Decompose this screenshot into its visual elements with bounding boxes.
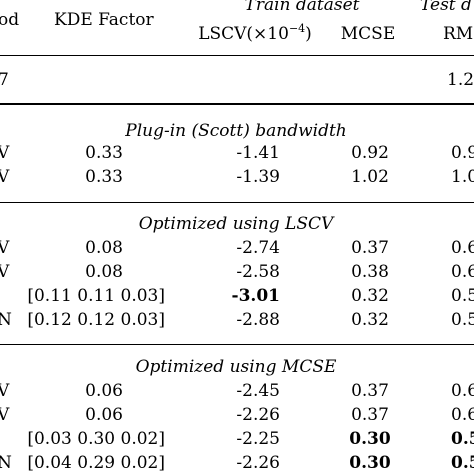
row-mcse: 0.37: [351, 381, 389, 401]
row-lscv: -2.88: [236, 310, 280, 330]
section-title: Optimized using MCSE: [135, 357, 337, 377]
header-mcse: MCSE: [340, 24, 396, 44]
row-method: V: [0, 238, 10, 258]
section-rule-2: [0, 202, 474, 203]
row-test: 0.9: [451, 143, 474, 163]
header-method: od: [0, 10, 20, 30]
section-title: Optimized using LSCV: [138, 214, 334, 234]
header-rule: [0, 55, 474, 56]
row-test: 0.5: [451, 310, 474, 330]
row-lscv: -2.26: [236, 405, 280, 425]
row-mcse: 0.92: [351, 143, 389, 163]
row-test: 0.6: [451, 405, 474, 425]
row-kde-factor: [0.04 0.29 0.02]: [27, 453, 165, 473]
row-mcse: 0.37: [351, 405, 389, 425]
row-kde-factor: 0.06: [85, 381, 123, 401]
row-method: N: [0, 310, 12, 330]
row-method: V: [0, 262, 10, 282]
row-lscv: -2.45: [236, 381, 280, 401]
row-kde-factor: 0.33: [85, 143, 123, 163]
section-rule-3: [0, 344, 474, 345]
header-test-rmse: RM: [443, 24, 474, 44]
row-test: 0.5: [451, 286, 474, 306]
row-lscv: -2.58: [236, 262, 280, 282]
row-kde-factor: [0.11 0.11 0.03]: [27, 286, 165, 306]
row-method: V: [0, 405, 10, 425]
row-method: V: [0, 167, 10, 187]
row-mcse: 0.38: [351, 262, 389, 282]
row-mcse: 1.02: [351, 167, 389, 187]
section-rule-1: [0, 103, 474, 105]
row-mcse: 0.37: [351, 238, 389, 258]
row-test: 0.6: [451, 238, 474, 258]
row-test: 0.5: [451, 453, 474, 473]
header-lscv: LSCV(×10−4): [198, 22, 312, 44]
row-lscv: -2.25: [236, 429, 280, 449]
row-kde-factor: 0.06: [85, 405, 123, 425]
row-lscv: -2.26: [236, 453, 280, 473]
baseline-test: 1.2: [447, 70, 474, 90]
header-kde-factor: KDE Factor: [54, 10, 154, 30]
row-method: N: [0, 453, 12, 473]
row-kde-factor: 0.33: [85, 167, 123, 187]
row-mcse: 0.32: [351, 286, 389, 306]
row-mcse: 0.30: [349, 453, 391, 473]
row-kde-factor: [0.12 0.12 0.03]: [27, 310, 165, 330]
row-lscv: -1.41: [236, 143, 280, 163]
row-method: V: [0, 381, 10, 401]
baseline-method: 7: [0, 70, 9, 90]
row-test: 1.0: [451, 167, 474, 187]
section-title: Plug-in (Scott) bandwidth: [125, 121, 347, 141]
row-kde-factor: 0.08: [85, 262, 123, 282]
row-mcse: 0.32: [351, 310, 389, 330]
row-lscv: -2.74: [236, 238, 280, 258]
row-method: V: [0, 143, 10, 163]
row-test: 0.5: [451, 429, 474, 449]
row-test: 0.6: [451, 262, 474, 282]
row-mcse: 0.30: [349, 429, 391, 449]
row-test: 0.6: [451, 381, 474, 401]
header-test-dataset: Test d: [420, 0, 472, 15]
row-lscv: -1.39: [236, 167, 280, 187]
header-train-dataset: Train dataset: [244, 0, 360, 15]
row-kde-factor: 0.08: [85, 238, 123, 258]
row-lscv: -3.01: [231, 286, 280, 306]
row-kde-factor: [0.03 0.30 0.02]: [27, 429, 165, 449]
